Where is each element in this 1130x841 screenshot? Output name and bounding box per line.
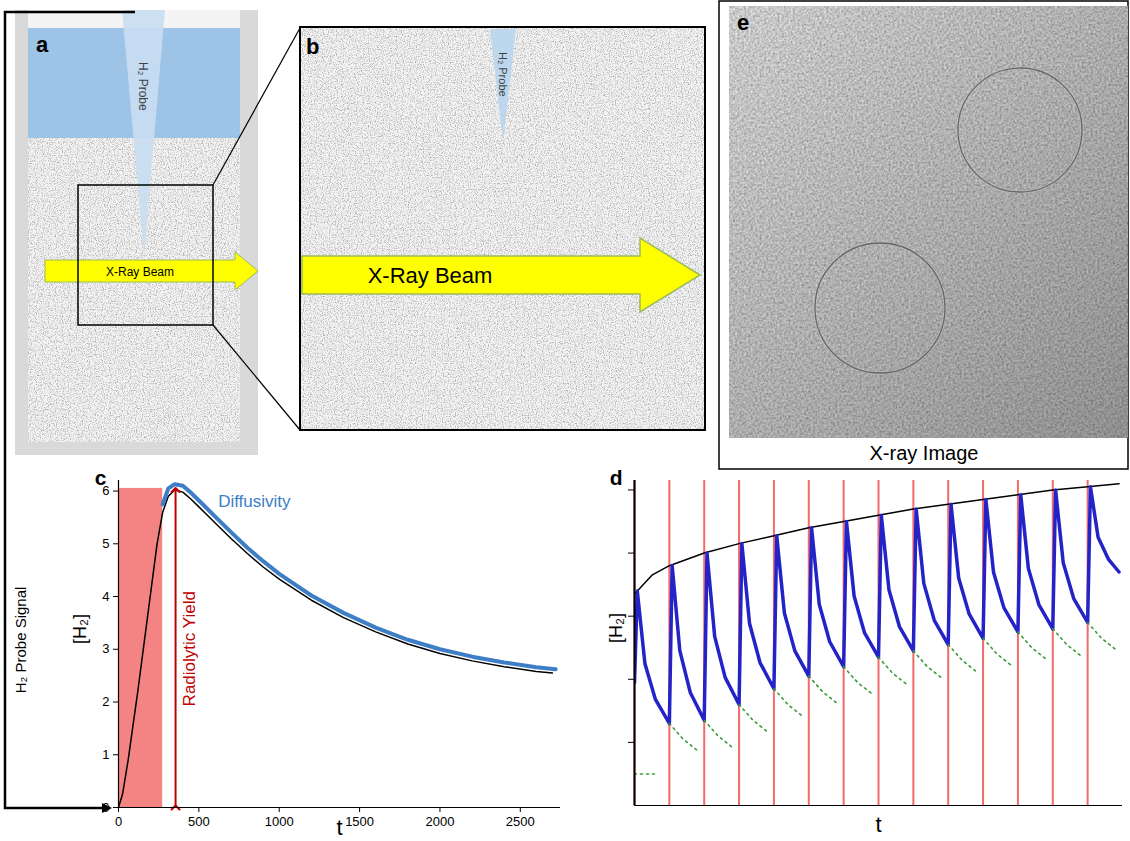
svg-text:2500: 2500 — [506, 814, 535, 829]
svg-text:t: t — [336, 815, 342, 840]
svg-text:1000: 1000 — [265, 814, 294, 829]
svg-text:5: 5 — [102, 536, 109, 551]
svg-text:Radiolytic Yield: Radiolytic Yield — [180, 591, 199, 706]
svg-text:c: c — [95, 466, 107, 489]
svg-text:0: 0 — [115, 814, 122, 829]
svg-text:X-Ray Beam: X-Ray Beam — [368, 263, 493, 288]
svg-text:2000: 2000 — [425, 814, 454, 829]
svg-text:b: b — [306, 34, 319, 59]
svg-text:H₂ Probe Signal: H₂ Probe Signal — [12, 587, 29, 694]
svg-text:0: 0 — [102, 800, 109, 815]
svg-text:[H₂]: [H₂] — [70, 614, 90, 644]
svg-text:t: t — [875, 812, 881, 837]
svg-text:e: e — [737, 10, 749, 35]
svg-text:6: 6 — [102, 483, 110, 499]
svg-text:1500: 1500 — [345, 814, 374, 829]
svg-text:[H₂]: [H₂] — [606, 613, 626, 643]
svg-text:2: 2 — [102, 694, 109, 709]
svg-text:X-ray Image: X-ray Image — [870, 442, 979, 464]
svg-text:4: 4 — [102, 589, 109, 604]
svg-text:H₂ Probe: H₂ Probe — [497, 52, 509, 97]
svg-text:a: a — [36, 32, 49, 57]
svg-text:Diffusivity: Diffusivity — [218, 492, 291, 511]
svg-text:X-Ray Beam: X-Ray Beam — [106, 265, 174, 279]
svg-text:H₂ Probe: H₂ Probe — [136, 62, 150, 111]
svg-text:d: d — [610, 466, 623, 489]
svg-text:500: 500 — [188, 814, 210, 829]
svg-text:1: 1 — [102, 747, 109, 762]
svg-text:3: 3 — [102, 641, 109, 656]
